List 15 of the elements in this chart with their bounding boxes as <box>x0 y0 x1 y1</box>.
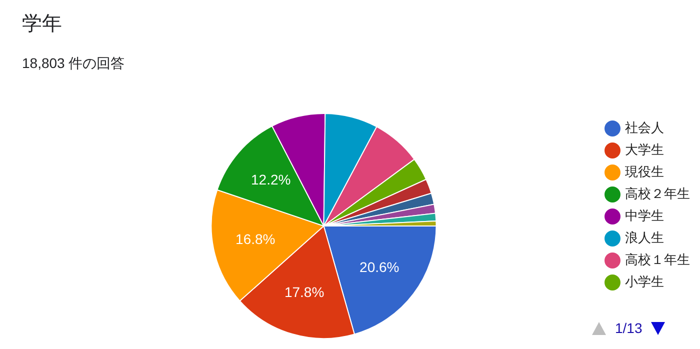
legend-label: 小学生 <box>625 274 664 290</box>
data-label: 16.8% <box>236 230 276 247</box>
legend-label: 現役生 <box>625 164 664 180</box>
data-label: 17.8% <box>284 284 324 300</box>
data-label: 20.6% <box>360 258 400 275</box>
legend-label: 中学生 <box>625 208 664 224</box>
text: 学年 <box>22 12 62 37</box>
legend-label: 高校２年生 <box>625 186 690 202</box>
legend-label: 浪人生 <box>625 230 664 246</box>
text: 1/13 <box>615 320 642 336</box>
legend-label: 高校１年生 <box>625 252 690 268</box>
legend-label: 大学生 <box>625 142 664 158</box>
text: 18,803 件の回答 <box>22 55 125 73</box>
data-label: 12.2% <box>251 171 291 188</box>
legend-label: 社会人 <box>625 120 664 136</box>
